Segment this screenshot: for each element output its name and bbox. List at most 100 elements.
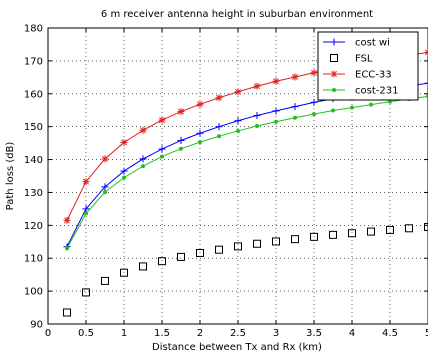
data-point-ecc-33 — [215, 94, 223, 102]
data-point-cost-231 — [293, 115, 297, 120]
data-point-fsl — [234, 242, 242, 251]
data-point-ecc-33 — [82, 178, 90, 186]
data-point-cost-wi — [101, 183, 109, 191]
data-point-fsl — [101, 276, 109, 285]
data-point-cost-231 — [122, 175, 126, 180]
data-point-fsl — [367, 227, 375, 236]
legend-marker — [330, 54, 338, 62]
data-point-cost-231 — [236, 128, 240, 133]
x-tick-label: 2 — [197, 328, 203, 339]
x-tick-label: 4.5 — [382, 328, 398, 339]
y-tick-label: 170 — [24, 56, 43, 67]
data-point-ecc-33 — [234, 88, 242, 96]
legend-label: cost-231 — [355, 86, 398, 97]
data-point-cost-231 — [274, 119, 278, 124]
series-line-cost-231 — [66, 95, 428, 249]
series-line-cost-wi — [66, 82, 428, 247]
x-tick-label: 2.5 — [230, 328, 246, 339]
series-fsl — [63, 222, 428, 317]
data-point-cost-231 — [160, 154, 164, 159]
data-point-ecc-33 — [272, 77, 280, 85]
legend-label: cost wi — [355, 38, 390, 49]
legend-marker — [330, 70, 338, 78]
x-tick-label: 3.5 — [306, 328, 322, 339]
data-point-fsl — [196, 248, 204, 257]
data-point-ecc-33 — [158, 116, 166, 124]
data-point-cost-231 — [369, 102, 373, 107]
x-tick-label: 0 — [45, 328, 51, 339]
data-point-ecc-33 — [63, 216, 71, 224]
data-point-ecc-33 — [424, 48, 428, 56]
y-tick-label: 100 — [24, 287, 43, 298]
series-cost-wi — [63, 79, 428, 251]
chart-title: 6 m receiver antenna height in suburban … — [101, 9, 373, 20]
data-point-cost-231 — [331, 108, 335, 113]
data-point-cost-wi — [82, 205, 90, 213]
data-point-fsl — [405, 224, 413, 233]
y-tick-label: 90 — [30, 320, 43, 331]
x-tick-label: 5 — [425, 328, 428, 339]
data-point-cost-wi — [158, 145, 166, 153]
x-axis-label: Distance between Tx and Rx (km) — [152, 342, 322, 353]
data-point-fsl — [82, 288, 90, 297]
data-point-fsl — [120, 268, 128, 277]
legend-marker — [330, 38, 338, 46]
data-point-fsl — [329, 230, 337, 239]
data-point-cost-231 — [255, 124, 259, 129]
legend-marker — [332, 88, 336, 92]
data-point-cost-231 — [388, 99, 392, 104]
data-point-fsl — [348, 229, 356, 238]
data-point-fsl — [215, 245, 223, 254]
data-point-cost-wi — [310, 98, 318, 106]
data-point-fsl — [177, 252, 185, 261]
x-tick-label: 0.5 — [78, 328, 94, 339]
data-point-cost-231 — [179, 146, 183, 151]
data-point-fsl — [63, 308, 71, 317]
data-point-cost-231 — [312, 112, 316, 117]
data-point-cost-wi — [291, 103, 299, 111]
data-point-cost-231 — [141, 164, 145, 169]
y-axis-label: Path loss (dB) — [5, 142, 16, 211]
data-point-cost-wi — [272, 107, 280, 115]
data-point-fsl — [424, 222, 428, 231]
data-point-fsl — [139, 262, 147, 271]
data-point-cost-wi — [215, 123, 223, 131]
data-point-fsl — [253, 239, 261, 248]
x-tick-label: 1.5 — [154, 328, 170, 339]
axis-ticks: 0 0.5 1 1.5 2 2.5 3 3.5 4 4.5 5 90 100 110 120 130 140 15… — [24, 24, 428, 339]
data-point-cost-wi — [177, 136, 185, 144]
data-point-fsl — [158, 257, 166, 266]
data-point-ecc-33 — [120, 138, 128, 146]
data-point-cost-wi — [120, 167, 128, 175]
y-tick-label: 110 — [24, 254, 43, 265]
y-tick-label: 130 — [24, 188, 43, 199]
legend-item-fsl: FSL — [330, 54, 373, 65]
x-tick-label: 3 — [273, 328, 279, 339]
data-point-fsl — [291, 235, 299, 244]
legend-item-cost-231: cost-231 — [323, 86, 398, 97]
data-point-ecc-33 — [253, 82, 261, 90]
data-point-ecc-33 — [291, 73, 299, 81]
data-point-ecc-33 — [177, 108, 185, 116]
data-point-cost-wi — [253, 111, 261, 119]
data-point-fsl — [310, 232, 318, 241]
legend-label: ECC-33 — [355, 70, 392, 81]
data-point-ecc-33 — [310, 69, 318, 77]
data-point-cost-231 — [198, 140, 202, 145]
x-tick-label: 1 — [121, 328, 127, 339]
legend: cost wi FSL ECC-33 cost-231 — [317, 31, 419, 101]
data-point-ecc-33 — [196, 100, 204, 108]
y-tick-label: 150 — [24, 122, 43, 133]
data-point-cost-231 — [65, 246, 69, 251]
data-point-cost-231 — [350, 105, 354, 110]
data-point-cost-wi — [139, 155, 147, 163]
data-point-fsl — [386, 225, 394, 234]
data-point-cost-wi — [196, 129, 204, 137]
data-point-ecc-33 — [139, 126, 147, 134]
y-tick-label: 120 — [24, 221, 43, 232]
x-tick-label: 4 — [349, 328, 355, 339]
data-point-cost-wi — [234, 117, 242, 125]
data-point-cost-231 — [84, 211, 88, 216]
data-point-cost-231 — [217, 134, 221, 139]
